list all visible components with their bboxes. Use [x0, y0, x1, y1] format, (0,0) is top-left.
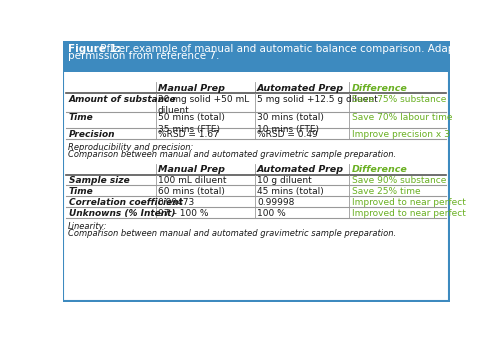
- Text: Improve precision x 3: Improve precision x 3: [352, 130, 450, 139]
- Text: 5 mg solid +12.5 g diluent: 5 mg solid +12.5 g diluent: [257, 95, 378, 104]
- Text: 50 mins (total)
35 mins (FTE): 50 mins (total) 35 mins (FTE): [158, 113, 224, 134]
- Text: Difference: Difference: [352, 165, 408, 175]
- Text: Time: Time: [68, 187, 94, 196]
- Text: Correlation coefficient: Correlation coefficient: [68, 198, 182, 207]
- Bar: [64, 41, 449, 72]
- Text: permission from reference 7.: permission from reference 7.: [68, 52, 220, 61]
- Text: Figure 1:: Figure 1:: [68, 44, 121, 54]
- Text: Comparison between manual and automated gravimetric sample preparation.: Comparison between manual and automated …: [68, 228, 396, 238]
- Text: Manual Prep: Manual Prep: [158, 165, 224, 175]
- Text: Precision: Precision: [68, 130, 115, 139]
- Text: Improved to near perfect: Improved to near perfect: [352, 208, 466, 218]
- Text: Unknowns (% Intent): Unknowns (% Intent): [68, 208, 175, 218]
- Text: Save 70% labour time: Save 70% labour time: [352, 113, 452, 122]
- Text: Linearity:: Linearity:: [68, 222, 108, 231]
- Text: Automated Prep: Automated Prep: [257, 165, 344, 175]
- Text: 97 – 100 %: 97 – 100 %: [158, 208, 208, 218]
- Text: Save 75% substance: Save 75% substance: [352, 95, 446, 104]
- Text: Improved to near perfect: Improved to near perfect: [352, 198, 466, 207]
- Text: Reproducibility and precision:: Reproducibility and precision:: [68, 143, 194, 152]
- Text: 45 mins (total): 45 mins (total): [257, 187, 324, 196]
- Text: 30 mins (total)
10 mins (FTE): 30 mins (total) 10 mins (FTE): [257, 113, 324, 134]
- Text: Save 90% substance: Save 90% substance: [352, 176, 446, 185]
- Text: 100 %: 100 %: [257, 208, 286, 218]
- Text: Manual Prep: Manual Prep: [158, 84, 224, 93]
- Text: 0.99998: 0.99998: [257, 198, 294, 207]
- Text: Save 25% time: Save 25% time: [352, 187, 420, 196]
- Text: %RSD = 0.49: %RSD = 0.49: [257, 130, 318, 139]
- Text: Comparison between manual and automated gravimetric sample preparation.: Comparison between manual and automated …: [68, 150, 396, 159]
- Text: 100 mL diluent: 100 mL diluent: [158, 176, 226, 185]
- Text: Pfizer example of manual and automatic balance comparison. Adapted with: Pfizer example of manual and automatic b…: [98, 44, 498, 54]
- Text: Amount of substance: Amount of substance: [68, 95, 176, 104]
- Text: Automated Prep: Automated Prep: [257, 84, 344, 93]
- Text: 0.99473: 0.99473: [158, 198, 195, 207]
- Text: 60 mins (total): 60 mins (total): [158, 187, 224, 196]
- Text: %RSD = 1.67: %RSD = 1.67: [158, 130, 218, 139]
- Text: 20 mg solid +50 mL
diluent: 20 mg solid +50 mL diluent: [158, 95, 249, 115]
- Text: Difference: Difference: [352, 84, 408, 93]
- Text: 10 g diluent: 10 g diluent: [257, 176, 312, 185]
- Text: Sample size: Sample size: [68, 176, 130, 185]
- Text: Time: Time: [68, 113, 94, 122]
